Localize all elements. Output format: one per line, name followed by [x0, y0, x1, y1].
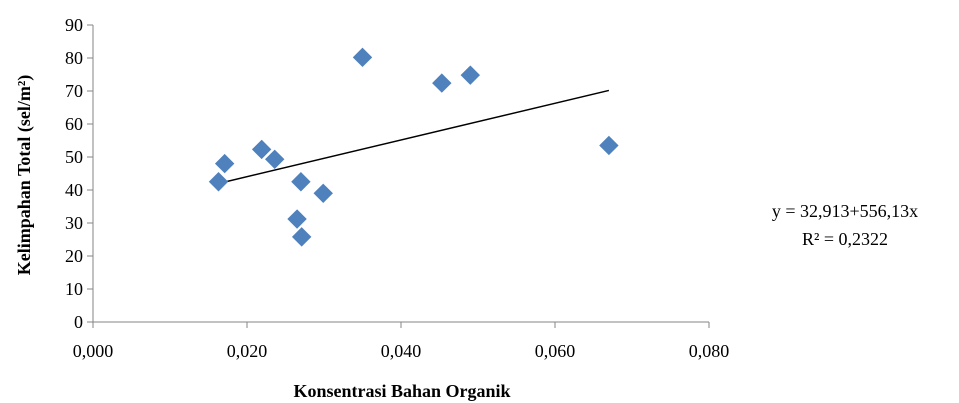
y-tick-label: 50 — [65, 147, 83, 167]
y-tick-label: 90 — [65, 15, 83, 35]
x-tick-label: 0,040 — [381, 341, 422, 361]
y-tick-label: 60 — [65, 114, 83, 134]
trendline-r-squared: R² = 0,2322 — [802, 229, 888, 249]
y-tick-label: 70 — [65, 81, 83, 101]
x-tick-label: 0,080 — [689, 341, 730, 361]
data-point — [432, 73, 452, 93]
y-tick-label: 0 — [74, 312, 83, 332]
y-tick-label: 30 — [65, 213, 83, 233]
data-point — [287, 209, 307, 229]
y-tick-label: 80 — [65, 48, 83, 68]
x-axis-title: Konsentrasi Bahan Organik — [293, 381, 510, 401]
x-tick-label: 0,000 — [73, 341, 114, 361]
data-points — [208, 47, 619, 247]
x-axis-ticks: 0,000 0,020 0,040 0,060 0,080 — [73, 322, 730, 361]
data-point — [352, 47, 373, 68]
axes — [92, 25, 709, 323]
data-point — [599, 135, 619, 156]
y-tick-label: 10 — [65, 279, 83, 299]
data-point — [313, 183, 333, 204]
data-point — [291, 172, 311, 192]
data-point — [265, 149, 285, 170]
trendline-equation: y = 32,913+556,13x — [772, 201, 918, 221]
x-tick-label: 0,060 — [535, 341, 576, 361]
data-point — [291, 227, 312, 247]
x-tick-label: 0,020 — [227, 341, 268, 361]
y-tick-label: 40 — [65, 180, 83, 200]
data-point — [208, 172, 229, 192]
data-point — [460, 65, 481, 85]
data-point — [214, 153, 235, 174]
y-tick-label: 20 — [65, 246, 83, 266]
y-axis-ticks: 0 10 20 30 40 50 60 70 80 90 — [65, 15, 93, 332]
y-axis-title: Kelimpahan Total (sel/m²) — [14, 75, 35, 275]
trendline — [218, 89, 610, 185]
data-point — [251, 139, 272, 160]
